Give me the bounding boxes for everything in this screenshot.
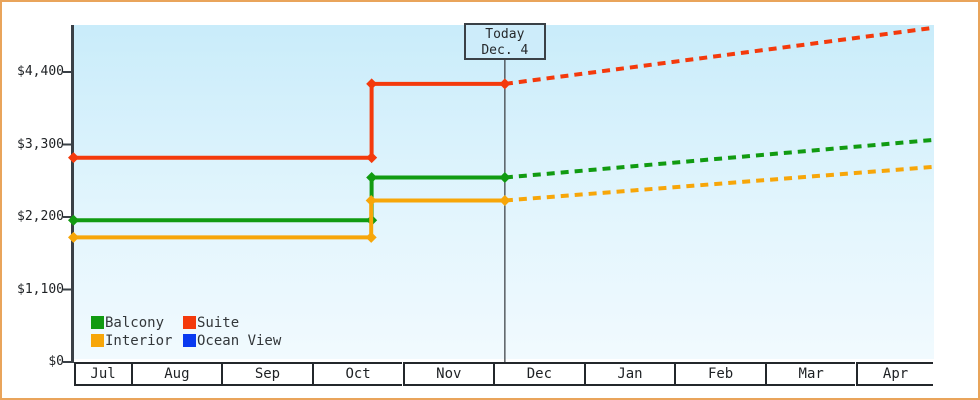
interior-data-point-marker [365,195,377,207]
y-axis-tick-label: $1,100 [17,281,64,297]
x-axis-month-cell: Dec [493,362,584,386]
today-flag-date: Dec. 4 [481,43,529,58]
legend-item-ocean-view: Ocean View [183,332,281,349]
balcony-data-point-marker [366,171,378,183]
chart-legend: Balcony Suite Interior Ocean View [91,314,281,349]
balcony-forecast-line [504,137,934,180]
legend-label: Ocean View [197,332,282,349]
legend-item-suite: Suite [183,314,281,331]
x-axis-month-cell: Jul [73,362,131,386]
color-swatch-icon [91,334,104,347]
x-axis-month-cell: Apr [855,362,934,386]
interior-history-line [73,198,505,240]
interior-data-point-marker [365,231,377,243]
legend-label: Interior [105,332,173,349]
x-axis-month-cell: Feb [674,362,765,386]
y-axis-tick-label: $3,300 [17,136,64,152]
x-axis-month-cell: Aug [130,362,222,386]
x-axis-month-cell: Mar [764,362,856,386]
x-axis-month-cell: Oct [311,362,403,386]
y-axis-tick-label: $2,200 [17,209,64,224]
today-flag: Today Dec. 4 [463,23,546,60]
legend-item-interior: Interior [91,332,183,349]
legend-label: Balcony [105,314,165,331]
x-axis-month-cell: Sep [221,362,312,386]
legend-item-balcony: Balcony [91,314,183,331]
y-axis-tick-label: $0 [48,354,64,369]
legend-label: Suite [197,314,240,331]
suite-forecast-line [504,25,934,86]
interior-data-point-marker [499,195,511,207]
interior-forecast-line [504,164,934,203]
balcony-data-point-marker [499,171,511,183]
suite-data-point-marker [499,78,511,90]
x-axis-month-cell: Nov [402,362,494,386]
color-swatch-icon [91,316,104,329]
today-flag-title: Today [485,27,525,42]
suite-data-point-marker [366,78,378,90]
x-axis-month-cell: Jan [583,362,675,386]
suite-data-point-marker [366,152,378,164]
suite-data-point-marker [68,152,79,164]
y-axis-tick-label: $4,400 [17,64,64,79]
suite-history-line [73,81,505,160]
color-swatch-icon [183,334,196,347]
balcony-data-point-marker [68,214,79,226]
interior-data-point-marker [68,231,79,243]
color-swatch-icon [183,316,196,329]
